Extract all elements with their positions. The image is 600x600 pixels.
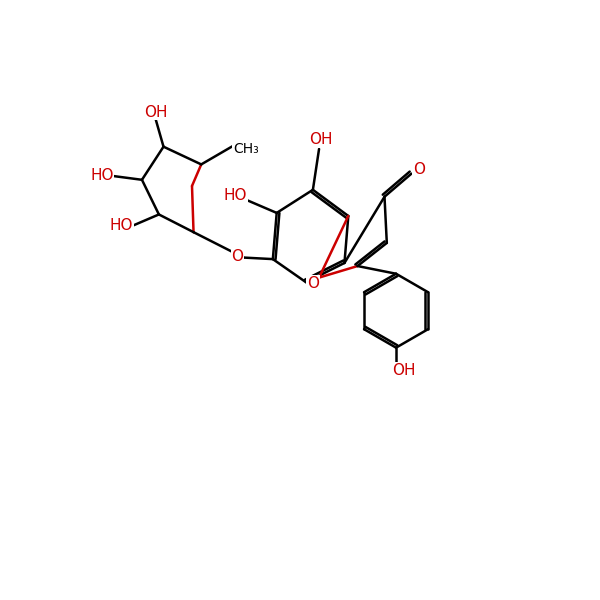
Text: O: O — [413, 162, 425, 177]
Text: HO: HO — [109, 218, 133, 233]
Text: O: O — [232, 248, 244, 263]
Text: HO: HO — [90, 169, 113, 184]
Text: OH: OH — [392, 363, 415, 378]
Text: CH₃: CH₃ — [233, 142, 259, 156]
Text: OH: OH — [310, 132, 333, 147]
Text: O: O — [307, 276, 319, 291]
Text: OH: OH — [144, 104, 167, 119]
Text: HO: HO — [223, 188, 247, 203]
